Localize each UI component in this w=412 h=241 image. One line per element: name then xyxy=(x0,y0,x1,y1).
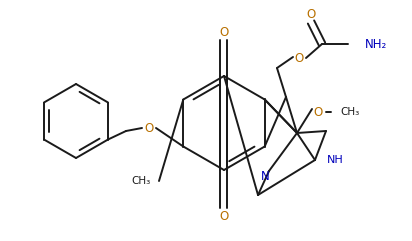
Text: N: N xyxy=(261,169,269,182)
Text: O: O xyxy=(295,53,304,66)
Text: CH₃: CH₃ xyxy=(340,107,359,117)
Text: O: O xyxy=(219,26,229,39)
Text: O: O xyxy=(314,106,323,119)
Text: O: O xyxy=(144,121,154,134)
Text: O: O xyxy=(307,8,316,21)
Text: NH₂: NH₂ xyxy=(365,38,387,51)
Text: NH: NH xyxy=(327,155,344,165)
Text: O: O xyxy=(219,209,229,222)
Text: CH₃: CH₃ xyxy=(132,176,151,186)
